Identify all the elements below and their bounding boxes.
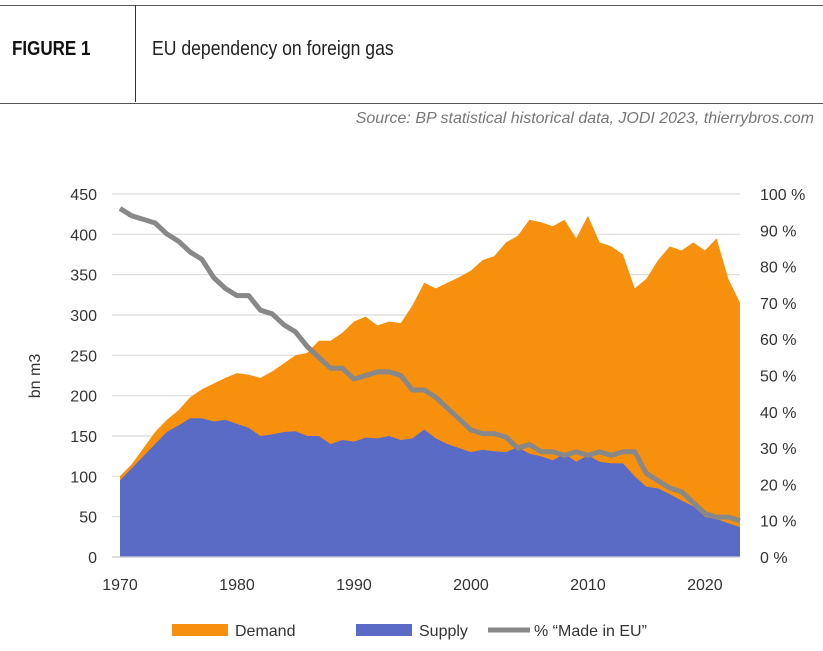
- y2-tick-label: 100 %: [760, 187, 805, 204]
- legend-label: Demand: [235, 623, 295, 640]
- y2-tick-label: 40 %: [760, 405, 796, 422]
- y-tick-label: 0: [88, 550, 97, 567]
- y-tick-label: 150: [70, 429, 97, 446]
- y2-tick-label: 90 %: [760, 223, 796, 240]
- x-tick-label: 1990: [336, 577, 372, 594]
- y2-tick-label: 50 %: [760, 369, 796, 386]
- series-made-in-eu-line: [118, 206, 741, 524]
- y2-tick-label: 0 %: [760, 550, 788, 567]
- y-tick-label: 450: [70, 187, 97, 204]
- y-tick-label: 50: [79, 510, 97, 527]
- legend-swatch: [356, 624, 412, 636]
- source-note: Source: BP statistical historical data, …: [355, 110, 814, 127]
- chart-title: EU dependency on foreign gas: [152, 38, 394, 60]
- x-tick-label: 1970: [102, 577, 138, 594]
- y-tick-label: 250: [70, 348, 97, 365]
- figure-label: FIGURE 1: [12, 38, 91, 60]
- x-tick-label: 1980: [219, 577, 255, 594]
- y2-tick-label: 70 %: [760, 296, 796, 313]
- y-tick-label: 200: [70, 389, 97, 406]
- legend-label: % “Made in EU”: [534, 623, 647, 640]
- y2-tick-label: 20 %: [760, 477, 796, 494]
- x-tick-label: 2020: [687, 577, 723, 594]
- legend-swatch: [172, 624, 228, 636]
- y-tick-label: 400: [70, 227, 97, 244]
- y-tick-label: 350: [70, 268, 97, 285]
- y-axis-label: bn m3: [27, 353, 44, 399]
- y2-tick-label: 30 %: [760, 441, 796, 458]
- y2-tick-label: 60 %: [760, 332, 796, 349]
- y2-tick-label: 10 %: [760, 514, 796, 531]
- legend-label: Supply: [419, 623, 468, 640]
- header-divider: [135, 5, 136, 102]
- header-band: [0, 5, 823, 104]
- x-tick-label: 2010: [570, 577, 606, 594]
- series-supply-area: [120, 418, 740, 557]
- x-tick-label: 2000: [453, 577, 489, 594]
- y-tick-label: 300: [70, 308, 97, 325]
- y2-tick-label: 80 %: [760, 260, 796, 277]
- y-tick-label: 100: [70, 469, 97, 486]
